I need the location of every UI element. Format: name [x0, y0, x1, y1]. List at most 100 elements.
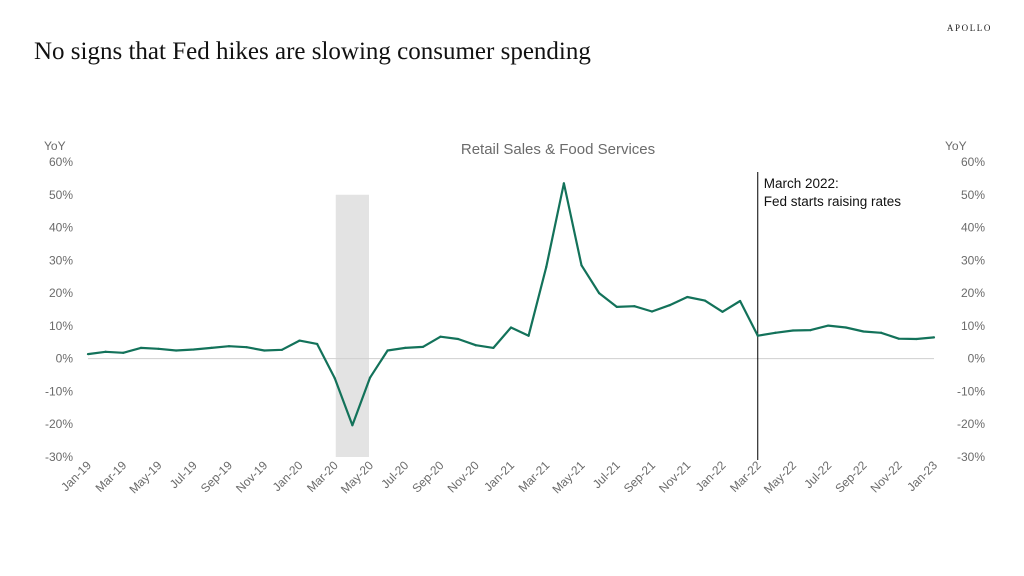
y-tick-label-left: 40%: [49, 221, 73, 235]
data-point: [210, 346, 213, 349]
x-tick-label: Jan-21: [481, 458, 517, 494]
data-point: [192, 348, 195, 351]
y-tick-label-right: -20%: [957, 417, 985, 431]
series-line-retail-sales: [87, 182, 935, 427]
data-point: [756, 334, 759, 337]
x-tick-label: Nov-21: [656, 458, 693, 495]
x-tick-label: Nov-22: [868, 458, 905, 495]
data-point: [298, 339, 301, 342]
data-point: [157, 347, 160, 350]
x-tick-label: Sep-22: [832, 458, 869, 495]
x-tick-label: Mar-19: [93, 458, 130, 495]
y-tick-label-left: 10%: [49, 319, 73, 333]
data-point: [633, 305, 636, 308]
y-tick-label-right: -10%: [957, 384, 985, 398]
shaded-period: [335, 194, 369, 457]
data-point: [915, 337, 918, 341]
x-tick-label: Jul-20: [378, 458, 411, 491]
chart-title: Retail Sales & Food Services: [461, 141, 655, 158]
x-tick-label: Mar-22: [727, 458, 764, 495]
data-point: [739, 299, 742, 303]
data-point: [774, 331, 777, 334]
y-tick-label-left: 50%: [49, 188, 73, 202]
data-point: [351, 424, 354, 427]
data-point: [404, 346, 407, 349]
data-point: [439, 335, 442, 338]
x-tick-label: Mar-20: [304, 458, 341, 495]
y-tick-label-left: 60%: [49, 155, 73, 169]
data-point: [862, 330, 865, 333]
data-point: [316, 342, 319, 346]
data-point: [492, 346, 495, 349]
x-tick-label: May-22: [761, 458, 799, 496]
x-tick-label: Jul-21: [590, 458, 623, 491]
data-point: [386, 349, 389, 352]
x-tick-label: Sep-21: [621, 458, 658, 495]
y-axis-right-label: YoY: [945, 139, 967, 153]
data-point: [932, 336, 936, 339]
data-point: [686, 295, 689, 299]
y-tick-label-right: 0%: [968, 352, 986, 366]
annotation-line-1: March 2022:: [764, 176, 839, 191]
y-tick-label-right: 20%: [961, 286, 985, 300]
data-point: [703, 299, 706, 302]
data-point: [509, 326, 513, 329]
x-tick-label: May-20: [338, 458, 376, 496]
data-point: [474, 344, 477, 347]
y-tick-label-left: 20%: [49, 286, 73, 300]
x-tick-label: Jan-22: [693, 458, 729, 494]
x-tick-label: Jul-22: [801, 458, 834, 491]
x-tick-label: May-21: [549, 458, 587, 496]
y-tick-label-right: 10%: [961, 319, 985, 333]
data-point: [245, 346, 248, 349]
data-point: [650, 310, 654, 313]
data-point: [598, 292, 601, 295]
data-point: [880, 331, 883, 334]
data-point: [827, 324, 830, 327]
x-tick-label: Mar-21: [516, 458, 553, 495]
x-tick-label: Jan-20: [270, 458, 306, 494]
y-axis-left-label: YoY: [44, 139, 66, 153]
data-point: [227, 345, 231, 348]
data-point: [791, 329, 795, 332]
y-tick-label-left: -10%: [45, 384, 73, 398]
page-title: No signs that Fed hikes are slowing cons…: [34, 38, 591, 65]
data-point: [122, 351, 125, 354]
data-point: [668, 304, 671, 307]
data-point: [527, 334, 530, 337]
x-tick-label: Nov-20: [445, 458, 482, 495]
x-tick-label: Nov-19: [233, 458, 270, 495]
data-point: [333, 377, 336, 380]
annotation-line-2: Fed starts raising rates: [764, 194, 902, 209]
data-point: [809, 329, 812, 332]
data-point: [139, 346, 142, 349]
x-tick-label: Jul-19: [167, 458, 200, 491]
data-point: [368, 376, 372, 379]
data-point: [844, 326, 847, 329]
data-point: [562, 182, 565, 185]
data-point: [280, 348, 283, 351]
data-point: [721, 310, 724, 313]
y-tick-label-right: -30%: [957, 450, 985, 464]
data-point: [263, 349, 266, 352]
data-point: [86, 352, 90, 356]
x-tick-label: Sep-19: [198, 458, 235, 495]
data-point: [545, 265, 548, 268]
y-tick-label-right: 60%: [961, 155, 985, 169]
y-tick-label-left: -30%: [45, 450, 73, 464]
y-tick-label-right: 50%: [961, 188, 985, 202]
data-point: [897, 337, 900, 340]
data-point: [421, 345, 424, 348]
brand-logo: APOLLO: [946, 23, 992, 33]
y-tick-label-left: 30%: [49, 253, 73, 267]
y-tick-label-left: 0%: [56, 352, 74, 366]
y-tick-label-left: -20%: [45, 417, 73, 431]
data-point: [580, 264, 583, 267]
x-tick-label: Sep-20: [409, 458, 446, 495]
y-tick-label-right: 40%: [961, 221, 985, 235]
data-point: [457, 337, 460, 341]
data-point: [175, 349, 178, 352]
x-tick-label: Jan-23: [904, 458, 940, 494]
x-tick-label: May-19: [126, 458, 164, 496]
